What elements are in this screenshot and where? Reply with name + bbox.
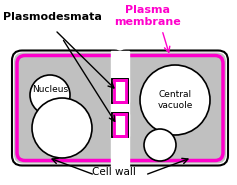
FancyBboxPatch shape — [118, 53, 226, 164]
FancyBboxPatch shape — [12, 51, 124, 166]
Bar — [112, 79, 128, 103]
FancyBboxPatch shape — [14, 53, 122, 164]
Text: Central
vacuole: Central vacuole — [157, 90, 193, 110]
FancyBboxPatch shape — [121, 56, 223, 161]
Bar — [112, 113, 128, 137]
Text: Plasmodesmata: Plasmodesmata — [3, 12, 102, 22]
FancyBboxPatch shape — [116, 51, 228, 166]
Circle shape — [30, 75, 70, 115]
Text: Nucleus: Nucleus — [32, 85, 68, 95]
Bar — [112, 79, 128, 103]
Bar — [111, 51, 129, 166]
Bar — [114, 114, 126, 136]
Bar — [112, 113, 128, 137]
Bar — [114, 80, 126, 102]
FancyBboxPatch shape — [17, 56, 119, 161]
Bar — [114, 114, 126, 136]
Circle shape — [32, 98, 92, 158]
Bar — [114, 80, 126, 102]
Text: Plasma
membrane: Plasma membrane — [115, 5, 181, 27]
Bar — [111, 80, 129, 102]
Circle shape — [140, 65, 210, 135]
Circle shape — [144, 129, 176, 161]
Text: Cell wall: Cell wall — [91, 167, 135, 177]
Bar — [111, 114, 129, 136]
